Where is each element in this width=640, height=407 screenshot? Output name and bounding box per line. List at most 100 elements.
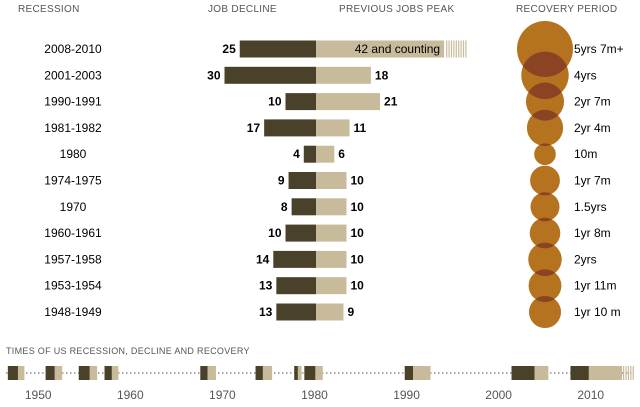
recovery-period-label: 4yrs bbox=[574, 68, 597, 82]
timeline-decline-span bbox=[255, 366, 263, 380]
recovery-value-label: 10 bbox=[351, 174, 365, 188]
recovery-bar bbox=[316, 172, 347, 189]
recovery-value-label: 21 bbox=[384, 95, 398, 109]
timeline-recovery-span bbox=[111, 366, 119, 380]
recession-label: 1974-1975 bbox=[44, 174, 102, 188]
decline-value-label: 10 bbox=[268, 95, 282, 109]
ongoing-hatch bbox=[453, 40, 455, 58]
bubble-overlap bbox=[525, 82, 565, 99]
timeline-tick-label: 2000 bbox=[485, 388, 512, 402]
ongoing-hatch bbox=[455, 40, 457, 58]
timeline-recovery-span bbox=[207, 366, 216, 380]
header-recovery-period: RECOVERY PERIOD bbox=[516, 4, 618, 15]
ongoing-hatch bbox=[460, 40, 462, 58]
recovery-period-label: 1yr 8m bbox=[574, 226, 611, 240]
timeline-recovery-span bbox=[262, 366, 273, 380]
ongoing-hatch bbox=[458, 40, 460, 58]
recovery-bubble bbox=[534, 143, 556, 166]
timeline-decline-span bbox=[294, 366, 298, 380]
timeline-ongoing-hatch bbox=[623, 366, 625, 380]
recession-label: 2008-2010 bbox=[44, 42, 102, 56]
recovery-value-label: 10 bbox=[351, 226, 365, 240]
header-previous-jobs-peak: PREVIOUS JOBS PEAK bbox=[339, 4, 455, 15]
recovery-bar bbox=[316, 145, 335, 163]
recession-label: 1953-1954 bbox=[44, 279, 102, 293]
recession-label: 1970 bbox=[60, 200, 87, 214]
recession-label: 1981-1982 bbox=[44, 121, 102, 135]
recession-label: 1957-1958 bbox=[44, 252, 102, 266]
decline-bar bbox=[285, 93, 316, 111]
decline-bar bbox=[224, 66, 316, 84]
recovery-value-label: 9 bbox=[347, 305, 354, 319]
timeline-decline-span bbox=[511, 366, 535, 380]
timeline-decline-span bbox=[404, 366, 414, 380]
decline-value-label: 4 bbox=[293, 147, 300, 161]
recovery-period-label: 10m bbox=[574, 147, 597, 161]
decline-bar bbox=[273, 250, 316, 268]
timeline-tick-label: 1970 bbox=[209, 388, 236, 402]
recovery-bar bbox=[316, 93, 381, 111]
ongoing-hatch bbox=[450, 40, 453, 58]
recovery-bar bbox=[316, 224, 347, 242]
recovery-value-label: 6 bbox=[338, 147, 345, 161]
timeline-recovery-span bbox=[89, 366, 98, 380]
decline-bar bbox=[288, 172, 316, 189]
recovery-bar bbox=[316, 66, 371, 84]
decline-value-label: 25 bbox=[222, 42, 236, 56]
recession-label: 2001-2003 bbox=[44, 68, 102, 82]
timeline-tick-label: 2010 bbox=[577, 388, 604, 402]
recession-label: 1980 bbox=[60, 147, 87, 161]
timeline-title: TIMES OF US RECESSION, DECLINE AND RECOV… bbox=[6, 346, 250, 356]
timeline-decline-span bbox=[78, 366, 90, 380]
recovery-period-label: 2yrs bbox=[574, 252, 597, 266]
timeline-tick-label: 1980 bbox=[301, 388, 328, 402]
decline-value-label: 17 bbox=[247, 121, 261, 135]
recovery-bar bbox=[316, 250, 347, 268]
recovery-period-label: 1.5yrs bbox=[574, 200, 607, 214]
decline-value-label: 10 bbox=[268, 226, 282, 240]
recovery-bubble bbox=[526, 109, 564, 147]
header-recession: RECESSION bbox=[18, 4, 80, 15]
recession-label: 1960-1961 bbox=[44, 226, 102, 240]
timeline-recovery-span bbox=[17, 366, 25, 380]
ongoing-hatch bbox=[465, 40, 467, 58]
recovery-bar bbox=[316, 198, 347, 216]
decline-value-label: 8 bbox=[281, 200, 288, 214]
timeline-decline-span bbox=[104, 366, 112, 380]
recession-timeline: 1950 1960 1970 1980 1990 2000 2010 bbox=[6, 366, 634, 402]
decline-bar bbox=[303, 145, 316, 163]
timeline-decline-span bbox=[304, 366, 316, 380]
timeline-ongoing-hatch bbox=[627, 366, 630, 380]
ongoing-hatch bbox=[448, 40, 450, 58]
decline-value-label: 30 bbox=[207, 68, 221, 82]
recovery-value-label: 10 bbox=[351, 200, 365, 214]
decline-bar bbox=[276, 303, 316, 321]
recovery-bar bbox=[316, 277, 347, 295]
recovery-bubble bbox=[529, 217, 561, 249]
recovery-bubble bbox=[528, 242, 562, 277]
recovery-value-label: 18 bbox=[375, 68, 389, 82]
recovery-period-label: 1yr 10 m bbox=[574, 305, 621, 319]
recovery-value-label: 11 bbox=[354, 121, 367, 135]
bubble-overlap bbox=[521, 51, 569, 77]
decline-bar bbox=[239, 40, 316, 58]
timeline-tick-label: 1960 bbox=[117, 388, 144, 402]
ongoing-hatch bbox=[446, 40, 448, 58]
recovery-period-label: 5yrs 7m+ bbox=[574, 42, 624, 56]
recession-chart: 2008-2010 25 42 and counting 2001-2003 30 18 1… bbox=[44, 21, 624, 329]
recovery-bar bbox=[316, 119, 350, 137]
decline-bar bbox=[276, 277, 316, 295]
recession-label: 1990-1991 bbox=[44, 95, 102, 109]
header-job-decline: JOB DECLINE bbox=[208, 4, 277, 15]
timeline-ongoing-hatch bbox=[632, 366, 634, 380]
decline-bar bbox=[285, 224, 316, 242]
recovery-bar bbox=[316, 303, 344, 321]
recovery-bubble bbox=[528, 295, 562, 329]
recovery-period-label: 1yr 7m bbox=[574, 174, 611, 188]
decline-bar bbox=[264, 119, 316, 137]
recovery-period-label: 2yr 4m bbox=[574, 121, 611, 135]
timeline-decline-span bbox=[200, 366, 208, 380]
timeline-ongoing-hatch bbox=[625, 366, 627, 380]
decline-value-label: 9 bbox=[278, 174, 285, 188]
recovery-value-label: 10 bbox=[351, 252, 365, 266]
